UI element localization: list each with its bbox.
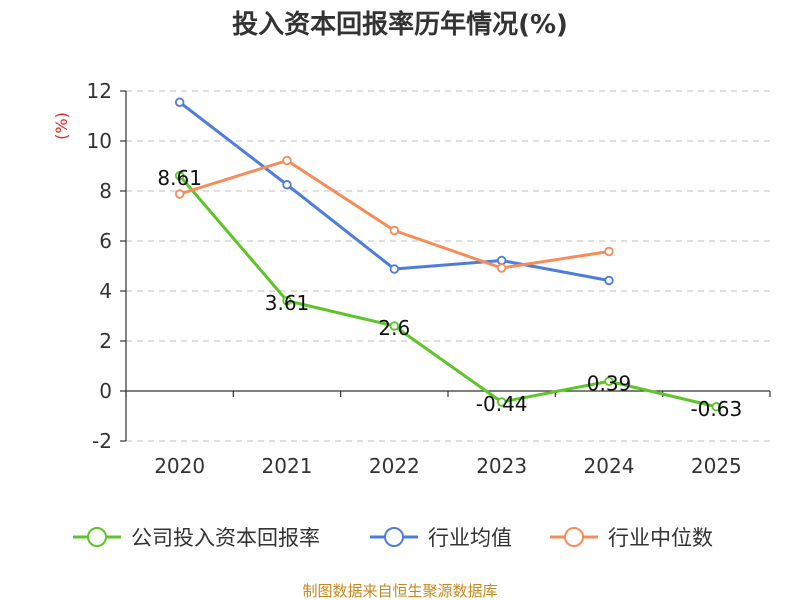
data-point	[604, 275, 614, 286]
series-2	[174, 155, 614, 273]
y-tick-label: 0	[99, 379, 112, 403]
data-point	[282, 296, 292, 306]
y-tick-label: 2	[99, 329, 112, 353]
data-label: 8.61	[157, 166, 202, 190]
legend[interactable]: 公司投入资本回报率 行业均值 行业中位数	[73, 526, 713, 550]
data-point	[174, 171, 185, 181]
legend-item-1[interactable]: 行业均值	[370, 526, 512, 550]
legend-marker	[384, 527, 404, 547]
y-tick-label: 4	[99, 279, 112, 303]
y-tick-label: -2	[92, 429, 112, 453]
data-label: -0.63	[690, 397, 742, 421]
x-tick-label: 2022	[369, 454, 420, 478]
series-lines	[174, 97, 722, 412]
data-point	[711, 402, 722, 412]
data-point	[496, 263, 507, 273]
data-point	[389, 225, 400, 236]
data-point	[282, 180, 292, 190]
y-tick-label: 12	[87, 79, 112, 103]
axes: -2 0 2 4 6 8 10 12 2020 2021 2022 2023 2024 2025	[87, 79, 771, 478]
series-0	[174, 171, 722, 412]
data-label: 2.6	[378, 316, 410, 340]
chart-title: 投入资本回报率历年情况(%)	[232, 9, 568, 40]
legend-item-0[interactable]: 公司投入资本回报率	[73, 526, 320, 550]
data-point	[389, 264, 400, 274]
legend-label: 行业均值	[428, 526, 512, 550]
y-tick-label: 8	[99, 179, 112, 203]
legend-marker	[564, 527, 584, 547]
data-point	[496, 255, 507, 266]
y-tick-label: 10	[87, 129, 112, 153]
legend-label: 行业中位数	[608, 526, 713, 550]
series-line	[178, 174, 717, 409]
data-point	[604, 376, 614, 386]
data-point	[389, 321, 400, 331]
source-note: 制图数据来自恒生聚源数据库	[302, 582, 497, 600]
data-label: 3.61	[265, 291, 310, 315]
data-labels: 8.61 3.61 2.6 -0.44 0.39 -0.63	[157, 166, 742, 421]
legend-marker	[87, 527, 107, 547]
data-point	[174, 189, 185, 199]
series-1	[174, 97, 614, 286]
data-label: -0.44	[476, 392, 528, 416]
x-tick-label: 2021	[262, 454, 313, 478]
data-point	[604, 246, 614, 257]
data-label: 0.39	[587, 371, 632, 395]
gridlines	[126, 90, 770, 442]
data-point	[282, 155, 292, 166]
x-tick-label: 2023	[476, 454, 527, 478]
x-tick-label: 2025	[691, 454, 742, 478]
data-point	[174, 97, 185, 107]
legend-item-2[interactable]: 行业中位数	[550, 526, 713, 550]
legend-label: 公司投入资本回报率	[131, 526, 320, 550]
data-point	[496, 397, 507, 407]
y-axis-label: (%)	[52, 112, 71, 140]
y-tick-label: 6	[99, 229, 112, 253]
x-tick-label: 2020	[154, 454, 205, 478]
x-tick-label: 2024	[584, 454, 635, 478]
